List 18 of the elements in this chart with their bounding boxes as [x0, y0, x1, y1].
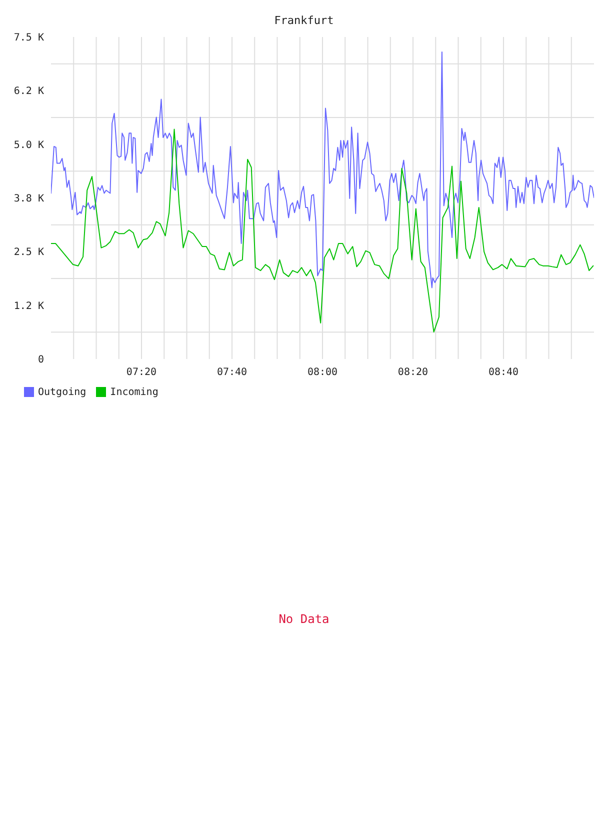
y-tick-label: 0 — [38, 354, 44, 366]
line-series — [51, 128, 594, 332]
legend-label: Incoming — [110, 387, 158, 398]
chart-title: Frankfurt — [273, 14, 335, 28]
y-tick-label: 1.2 K — [14, 300, 44, 312]
text: No Data — [278, 611, 330, 627]
line-series — [51, 52, 594, 288]
y-tick-label: 5.0 K — [14, 140, 44, 151]
y-tick-label: 6.2 K — [14, 86, 44, 98]
y-tick-label: 2.5 K — [14, 247, 44, 258]
legend-label: Outgoing — [38, 387, 86, 398]
x-tick-label: 08:20 — [398, 367, 428, 378]
y-tick-label: 7.5 K — [14, 32, 44, 44]
x-tick-label: 08:00 — [307, 367, 338, 378]
x-tick-label: 07:20 — [126, 367, 157, 378]
x-tick-label: 07:40 — [216, 367, 248, 378]
x-tick-label: 08:40 — [488, 367, 519, 378]
y-tick-label: 3.8 K — [14, 194, 44, 205]
